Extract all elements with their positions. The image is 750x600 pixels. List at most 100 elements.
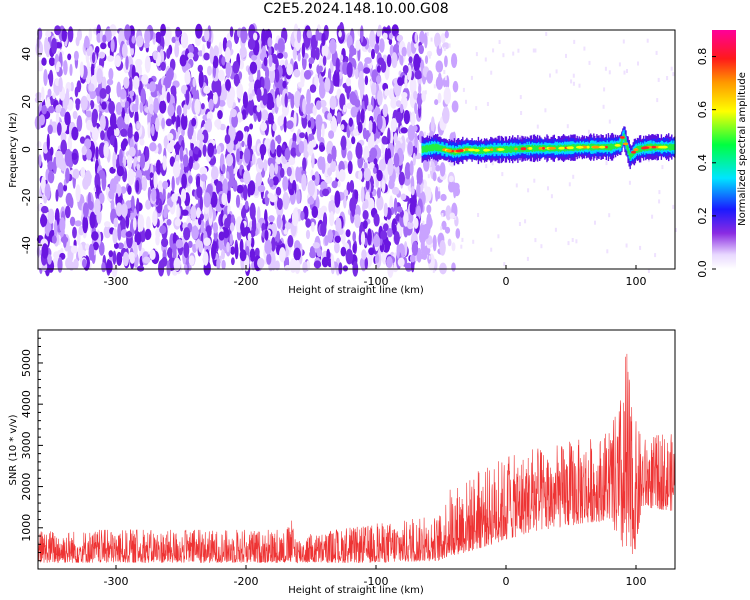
heatmap-noise-cell <box>127 185 132 195</box>
heatmap-speckle-cell <box>444 76 447 81</box>
heatmap-noise-cell <box>53 219 58 238</box>
heatmap-noise-cell <box>188 175 193 184</box>
heatmap-noise-cell <box>231 257 235 266</box>
heatmap-noise-cell <box>241 207 247 219</box>
heatmap-noise-cell <box>203 192 211 208</box>
heatmap-noise-cell <box>264 138 272 150</box>
heatmap-noise-cell <box>65 167 70 184</box>
heatmap-noise-cell <box>149 249 156 260</box>
heatmap-noise-cell <box>284 264 291 272</box>
heatmap-signal-cell <box>507 146 510 153</box>
heatmap-noise-cell <box>208 98 214 111</box>
heatmap-noise-cell <box>445 205 452 221</box>
heatmap-signal-cell <box>432 143 435 152</box>
heatmap-noise-cell <box>41 104 47 115</box>
heatmap-noise-cell <box>136 163 141 171</box>
heatmap-noise-cell <box>40 214 48 227</box>
heatmap-noise-cell <box>221 192 227 206</box>
heatmap-noise-cell <box>255 172 263 187</box>
heatmap-noise-cell <box>38 59 43 68</box>
heatmap-noise-cell <box>376 75 382 84</box>
heatmap-noise-cell <box>327 153 333 164</box>
heatmap-noise-cell <box>388 32 393 40</box>
heatmap-speckle-cell <box>492 48 495 53</box>
heatmap-noise-cell <box>251 215 257 234</box>
heatmap-noise-cell <box>386 54 392 68</box>
heatmap-noise-cell <box>426 216 433 229</box>
heatmap-noise-cell <box>362 220 368 229</box>
heatmap-signal-cell <box>671 144 673 150</box>
heatmap-noise-cell <box>425 186 432 202</box>
heatmap-noise-cell <box>301 173 307 192</box>
heatmap-noise-cell <box>109 135 115 146</box>
heatmap-noise-cell <box>99 88 107 99</box>
heatmap-noise-cell <box>159 100 167 114</box>
heatmap-noise-cell <box>247 232 252 242</box>
heatmap-signal-cell <box>631 151 633 157</box>
heatmap-noise-cell <box>434 99 439 106</box>
heatmap-noise-cell <box>202 251 209 266</box>
heatmap-speckle-cell <box>573 39 576 44</box>
heatmap-noise-cell <box>169 156 175 167</box>
heatmap-noise-cell <box>266 253 272 265</box>
heatmap-noise-cell <box>364 94 369 110</box>
heatmap-noise-cell <box>400 193 407 201</box>
heatmap-noise-cell <box>55 64 60 73</box>
heatmap-noise-cell <box>116 251 123 266</box>
heatmap-noise-cell <box>60 131 67 143</box>
heatmap-noise-cell <box>114 127 120 137</box>
heatmap-cells <box>34 22 677 278</box>
heatmap-speckle-cell <box>658 199 661 204</box>
heatmap-speckle-cell <box>655 50 658 55</box>
heatmap-noise-cell <box>328 200 332 213</box>
heatmap-noise-cell <box>340 135 347 151</box>
heatmap-noise-cell <box>440 193 447 202</box>
heatmap-hotspot-cell <box>489 148 494 152</box>
heatmap-noise-cell <box>70 245 78 254</box>
spectrogram-y-tick-label: 0 <box>20 146 33 153</box>
heatmap-hotspot-cell <box>455 149 464 153</box>
heatmap-signal-cell <box>431 144 434 152</box>
heatmap-speckle-cell <box>670 66 673 71</box>
heatmap-noise-cell <box>133 241 138 258</box>
heatmap-noise-cell <box>331 145 337 162</box>
heatmap-noise-cell <box>330 159 337 173</box>
heatmap-speckle-cell <box>608 119 611 124</box>
heatmap-noise-cell <box>360 231 366 246</box>
heatmap-noise-cell <box>88 200 94 211</box>
heatmap-noise-cell <box>59 107 66 117</box>
heatmap-noise-cell <box>157 143 162 155</box>
heatmap-noise-cell <box>177 126 181 135</box>
heatmap-noise-cell <box>281 144 286 151</box>
heatmap-noise-cell <box>390 98 397 109</box>
heatmap-noise-cell <box>395 111 403 124</box>
heatmap-noise-cell <box>80 95 88 111</box>
heatmap-noise-cell <box>47 72 54 81</box>
heatmap-noise-cell <box>37 65 44 72</box>
heatmap-noise-cell <box>192 77 196 88</box>
heatmap-noise-cell <box>187 240 193 248</box>
heatmap-noise-cell <box>60 236 69 244</box>
heatmap-noise-cell <box>393 152 400 168</box>
heatmap-noise-cell <box>56 122 62 136</box>
heatmap-noise-cell <box>179 146 184 162</box>
heatmap-noise-cell <box>419 30 425 45</box>
heatmap-noise-cell <box>372 121 377 135</box>
heatmap-speckle-cell <box>646 38 649 43</box>
heatmap-speckle-cell <box>637 61 639 66</box>
heatmap-noise-cell <box>437 188 441 200</box>
heatmap-signal-cell <box>668 144 670 150</box>
heatmap-noise-cell <box>400 103 404 114</box>
heatmap-noise-cell <box>229 233 233 246</box>
heatmap-noise-cell <box>375 253 380 264</box>
heatmap-noise-cell <box>236 148 241 163</box>
heatmap-noise-cell <box>366 104 373 112</box>
heatmap-noise-cell <box>153 97 160 114</box>
heatmap-noise-cell <box>311 152 315 169</box>
heatmap-noise-cell <box>241 140 245 148</box>
heatmap-noise-cell <box>109 112 117 130</box>
heatmap-noise-cell <box>335 57 340 76</box>
heatmap-noise-cell <box>124 113 130 125</box>
snr-x-tick-label: -200 <box>234 575 259 588</box>
heatmap-noise-cell <box>283 227 288 235</box>
